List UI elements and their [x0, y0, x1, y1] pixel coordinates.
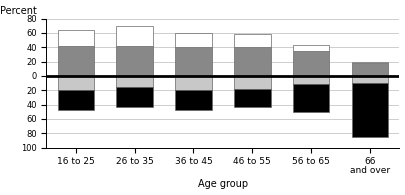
Bar [175, 90, 212, 110]
Bar [116, 27, 153, 46]
Bar [293, 76, 329, 84]
Bar [58, 30, 94, 46]
Bar [175, 76, 212, 90]
Bar [58, 90, 94, 110]
Bar [58, 46, 94, 76]
Text: Percent: Percent [0, 6, 37, 16]
Bar [175, 47, 212, 76]
Bar [234, 34, 271, 47]
Bar [352, 62, 388, 63]
Bar [116, 87, 153, 107]
Bar [293, 51, 329, 76]
Bar [234, 76, 271, 89]
X-axis label: Age group: Age group [198, 179, 248, 190]
Bar [352, 83, 388, 137]
Bar [352, 76, 388, 83]
Bar [175, 33, 212, 47]
Bar [116, 46, 153, 76]
Bar [58, 76, 94, 90]
Bar [293, 84, 329, 112]
Bar [352, 63, 388, 76]
Bar [234, 89, 271, 107]
Bar [293, 45, 329, 51]
Bar [234, 47, 271, 76]
Bar [116, 76, 153, 87]
